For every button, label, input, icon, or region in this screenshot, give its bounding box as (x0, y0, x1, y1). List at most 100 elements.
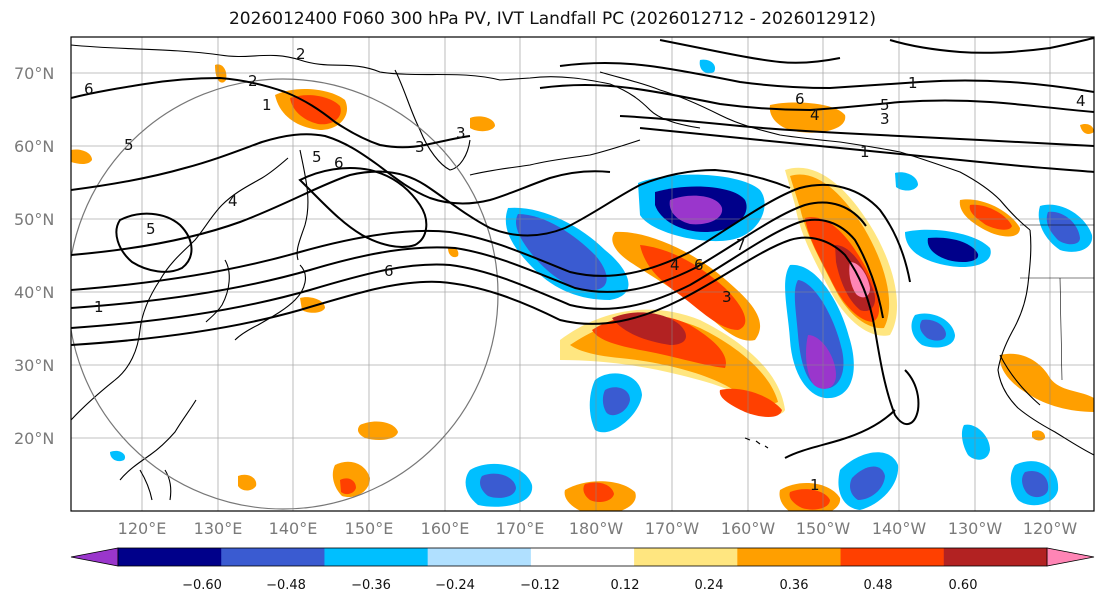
negative-anomaly-hawaii-east-core (850, 466, 885, 500)
contour-label: 1 (94, 298, 104, 316)
contour-label: 1 (860, 143, 870, 161)
contour-label: 1 (810, 476, 820, 494)
contour-label: 5 (880, 96, 890, 114)
colorbar-tick: 0.48 (864, 578, 893, 593)
lon-label: 120°E (118, 519, 167, 538)
positive-anomaly-central-red (640, 245, 746, 330)
asia-coast (71, 44, 701, 129)
pv-contours (71, 37, 1094, 459)
negative-anomaly-south-east-core (1022, 470, 1049, 498)
colorbar-segment (943, 548, 1048, 566)
negative-anomaly-pnw-core (1046, 211, 1080, 245)
lon-label: 140°W (872, 519, 927, 538)
colorbar-tick: 0.12 (611, 578, 640, 593)
hawaii (744, 437, 769, 449)
negative-anomaly-west (110, 450, 126, 462)
contour-label: 3 (880, 110, 890, 128)
colorbar-tick: −0.60 (182, 578, 222, 593)
map-plot-area: 6 2 1 5 3 5 6 4 5 3 2 6 1 6 1 4 3 6 4 5 … (71, 37, 1094, 511)
positive-anomaly-baja (999, 353, 1094, 412)
kamchatka (394, 69, 471, 171)
contour-label: 1 (262, 96, 272, 114)
lon-label: 160°W (721, 519, 776, 538)
colorbar-arrow-left (70, 547, 119, 567)
lat-label: 70°N (14, 64, 54, 83)
lon-label: 120°W (1023, 519, 1078, 538)
contour-label: 7 (736, 236, 746, 254)
colorbar-segment (530, 548, 635, 566)
aleutians (469, 139, 641, 176)
contour-label: 5 (312, 148, 322, 166)
contour-label: 2 (248, 72, 258, 90)
lat-label: 50°N (14, 210, 54, 229)
lon-label: 170°W (645, 519, 700, 538)
contour-label: 4 (670, 256, 680, 274)
negative-anomaly-bering (699, 59, 716, 74)
negative-anomaly-subtropical-1-core (602, 387, 630, 416)
positive-anomaly-south-west-3 (238, 474, 257, 491)
latitude-labels: 70°N 60°N 50°N 40°N 30°N 20°N (14, 64, 54, 448)
colorbar-segment (221, 548, 325, 566)
contour-label: 3 (456, 124, 466, 142)
colorbar-tick: −0.36 (351, 578, 391, 593)
japan (234, 264, 306, 341)
colorbar-tick: 0.24 (695, 578, 724, 593)
negative-anomaly-east-pacific-peak (806, 335, 836, 389)
philippines (139, 469, 172, 501)
positive-anomaly-main-ar-dark (612, 312, 686, 345)
colorbar-tick: 0.60 (949, 578, 978, 593)
lat-label: 40°N (14, 283, 54, 302)
lat-label: 30°N (14, 356, 54, 375)
positive-anomaly-south-central-red (789, 489, 830, 510)
contour-label: 4 (1076, 92, 1086, 110)
lon-label: 150°E (345, 519, 394, 538)
negative-anomaly-peak (669, 195, 723, 225)
contour-label: 6 (84, 80, 94, 98)
contour-label: 6 (795, 90, 805, 108)
positive-anomaly-south-west-2 (357, 421, 398, 440)
contour-label: 6 (694, 256, 704, 274)
sakhalin (296, 149, 309, 261)
colorbar-segment (840, 548, 945, 566)
positive-anomaly-aleutian (470, 116, 495, 132)
positive-anomaly-south-mid-red (583, 482, 614, 502)
north-america-border (1020, 224, 1094, 381)
colorbar-frame (117, 547, 1048, 567)
colorbar-segment (324, 548, 429, 566)
positive-anomaly-pnw-red (969, 204, 1012, 230)
longitude-labels: 120°E 130°E 140°E 150°E 160°E 170°E 180°… (118, 519, 1078, 538)
contour-label: 3 (415, 138, 425, 156)
positive-anomaly-west-edge (71, 149, 92, 164)
colorbar-tick: −0.12 (520, 578, 560, 593)
contour-labels: 6 2 1 5 3 5 6 4 5 3 2 6 1 6 1 4 3 6 4 5 … (84, 45, 1086, 494)
positive-anomaly-south-west-red (340, 478, 356, 495)
negative-anomaly-central-pacific-core (515, 214, 607, 290)
contour-label: 5 (146, 220, 156, 238)
lat-label: 20°N (14, 429, 54, 448)
contour-label: 3 (722, 288, 732, 306)
contour-label: 4 (810, 106, 820, 124)
lon-label: 130°W (948, 519, 1003, 538)
contour-label: 6 (334, 154, 344, 172)
colorbar-segment (634, 548, 738, 566)
map-frame (70, 36, 1095, 512)
lon-label: 170°E (496, 519, 545, 538)
negative-anomaly-gulf-core (927, 237, 979, 262)
negative-anomaly-hawaii (961, 424, 990, 460)
colorbar-segment (118, 548, 222, 566)
lon-label: 130°E (194, 519, 243, 538)
lon-label: 180°W (569, 519, 624, 538)
contour-label: 1 (908, 74, 918, 92)
positive-anomaly-mid (448, 247, 459, 258)
colorbar-tick: 0.36 (780, 578, 809, 593)
baja (999, 354, 1041, 406)
lon-label: 140°E (269, 519, 318, 538)
contour-label: 2 (296, 45, 306, 63)
colorbar: −0.60 −0.48 −0.36 −0.24 −0.12 0.12 0.24 … (70, 547, 1095, 593)
colorbar-arrow-right (1046, 547, 1095, 567)
contour-label: 4 (228, 192, 238, 210)
north-america-west (997, 229, 1094, 456)
lat-label: 60°N (14, 137, 54, 156)
colorbar-segments (118, 548, 1048, 566)
colorbar-segment (427, 548, 532, 566)
